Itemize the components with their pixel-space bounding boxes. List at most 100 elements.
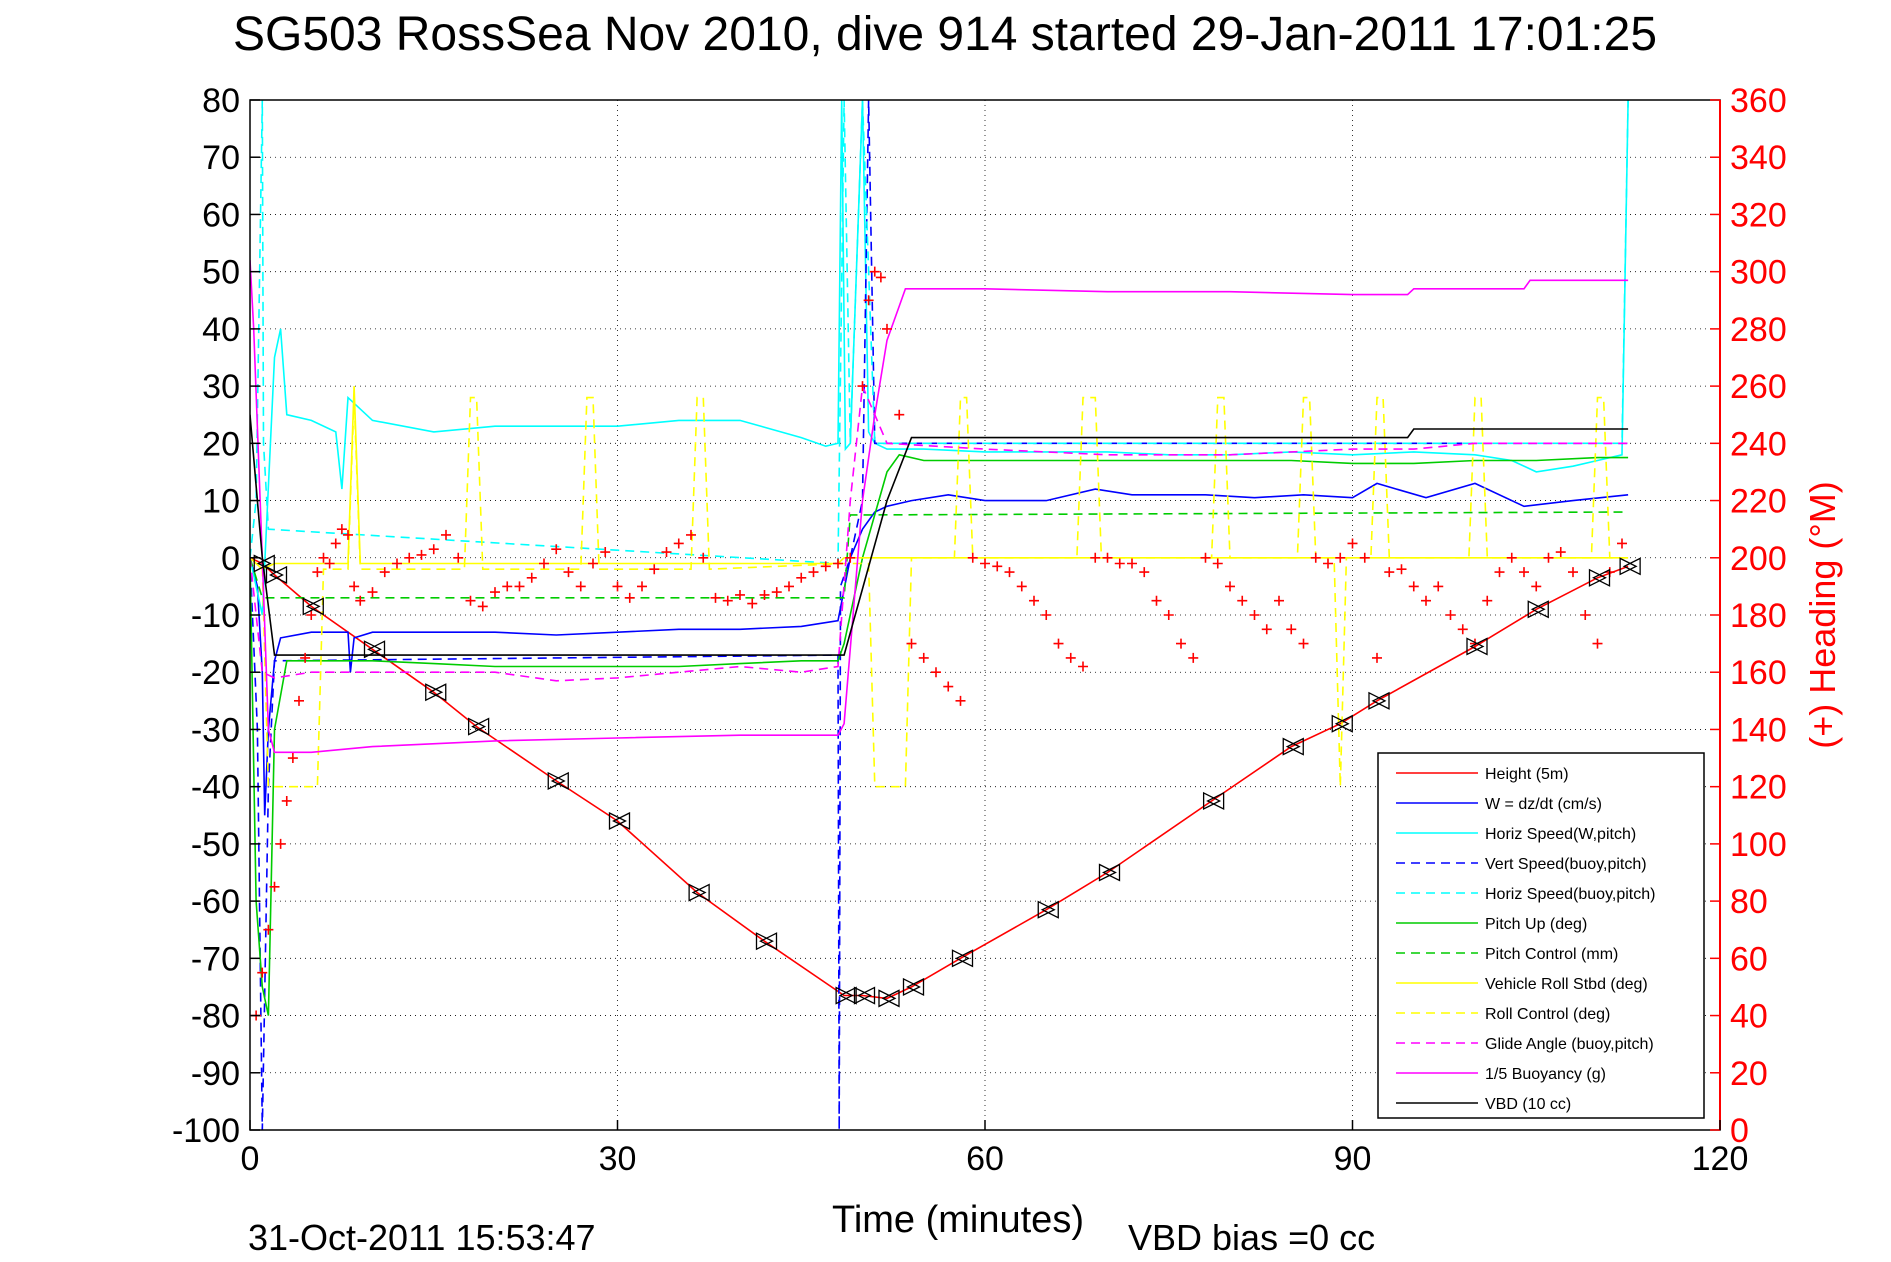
heading-point	[287, 753, 298, 764]
heading-point	[312, 567, 323, 578]
legend-label: Horiz Speed(W,pitch)	[1485, 826, 1636, 843]
triangle-marker	[759, 932, 778, 951]
series-line-10	[250, 260, 1629, 754]
legend-label: 1/5 Buoyancy (g)	[1485, 1066, 1606, 1083]
heading-point	[588, 558, 598, 569]
y2-tick-label: 200	[1730, 540, 1787, 578]
triangle-marker	[1592, 568, 1611, 587]
y2-tick-label: 80	[1730, 883, 1768, 921]
heading-point	[735, 589, 745, 600]
heading-point	[257, 967, 268, 978]
heading-point	[796, 572, 807, 583]
y-tick-label: 30	[202, 368, 240, 406]
heading-point	[502, 581, 513, 592]
heading-point	[1127, 558, 1137, 569]
y2-tick-label: 100	[1730, 826, 1787, 864]
x-tick-label: 0	[241, 1140, 260, 1178]
triangle-marker	[1466, 637, 1485, 656]
heading-point	[833, 558, 843, 569]
heading-point	[1249, 610, 1260, 620]
heading-point	[955, 695, 966, 706]
heading-point	[281, 795, 292, 806]
heading-point	[269, 881, 280, 892]
triangle-marker	[688, 883, 707, 902]
heading-point	[857, 381, 868, 392]
heading-point	[1139, 567, 1150, 578]
heading-point	[563, 567, 574, 578]
heading-point	[1029, 595, 1039, 606]
triangle-marker	[881, 989, 900, 1008]
triangle-marker	[902, 977, 921, 996]
heading-point	[306, 610, 317, 620]
y2-tick-label: 240	[1730, 425, 1787, 463]
heading-point	[980, 558, 990, 569]
y2-tick-label: 260	[1730, 368, 1787, 406]
heading-point	[1494, 567, 1505, 578]
heading-point	[441, 529, 451, 540]
triangle-marker	[1619, 557, 1638, 576]
heading-point	[1016, 581, 1027, 592]
x-tick-label: 90	[1334, 1140, 1372, 1178]
y-tick-label: -50	[191, 826, 240, 864]
heading-point	[1212, 558, 1223, 569]
heading-point	[918, 652, 929, 663]
heading-point	[661, 547, 672, 558]
heading-point	[416, 549, 427, 560]
y2-tick-label: 20	[1730, 1055, 1768, 1093]
y-tick-label: -80	[191, 998, 240, 1036]
heading-point	[514, 581, 525, 592]
y-tick-label: 50	[202, 254, 240, 292]
series-line-2	[250, 100, 1629, 616]
triangle-marker	[1037, 900, 1056, 919]
triangle-marker	[1527, 600, 1546, 619]
y-tick-label: -60	[191, 883, 240, 921]
heading-point	[1225, 581, 1235, 592]
heading-point	[428, 544, 439, 555]
y-tick-label: 20	[202, 425, 240, 463]
heading-point	[747, 598, 758, 609]
y-tick-label: 70	[202, 139, 240, 177]
series-line-8	[250, 396, 1629, 788]
heading-point	[1237, 595, 1248, 606]
triangle-marker	[878, 989, 897, 1008]
heading-point	[330, 538, 341, 549]
y-tick-label: -20	[191, 654, 240, 692]
heading-point	[379, 567, 390, 578]
triangle-marker	[1098, 863, 1117, 882]
heading-point	[1421, 595, 1431, 606]
y2-tick-label: 40	[1730, 998, 1768, 1036]
heading-point	[1384, 567, 1395, 578]
triangle-marker	[1285, 737, 1304, 756]
y-tick-label: -90	[191, 1055, 240, 1093]
heading-point	[1274, 595, 1284, 606]
heading-point	[931, 667, 941, 678]
series-layer	[250, 100, 1641, 1130]
heading-point	[649, 564, 660, 575]
heading-point	[1102, 552, 1113, 563]
triangle-marker	[1530, 600, 1549, 619]
triangle-marker	[1371, 691, 1390, 710]
heading-point	[624, 592, 635, 603]
heading-point	[875, 272, 886, 283]
heading-point	[1408, 581, 1419, 592]
heading-point	[1041, 610, 1052, 620]
triangle-marker	[1331, 714, 1350, 733]
triangle-marker	[265, 565, 284, 584]
y-tick-label: -40	[191, 769, 240, 807]
heading-point	[869, 266, 880, 277]
x-tick-label: 60	[966, 1140, 1004, 1178]
heading-point	[294, 695, 304, 706]
y-tick-label: -70	[191, 940, 240, 978]
heading-point	[355, 595, 366, 606]
y2-tick-label: 120	[1730, 769, 1787, 807]
heading-point	[1310, 552, 1321, 563]
heading-point	[1592, 638, 1603, 649]
triangle-marker	[951, 949, 970, 968]
heading-point	[894, 409, 905, 420]
triangle-marker	[547, 771, 566, 790]
y2-tick-label: 320	[1730, 196, 1787, 234]
triangle-marker	[906, 977, 925, 996]
triangle-marker	[1282, 737, 1301, 756]
series-line-4	[250, 100, 1629, 565]
